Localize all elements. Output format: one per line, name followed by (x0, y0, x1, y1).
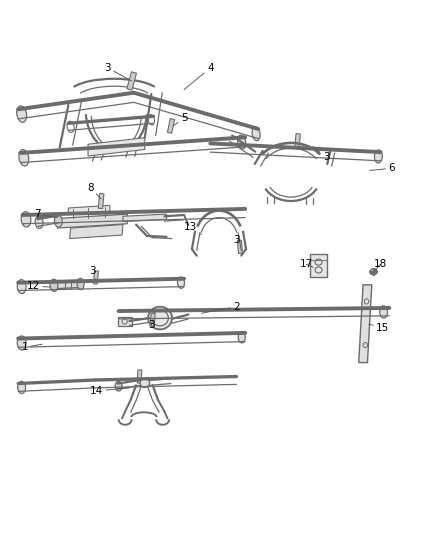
Polygon shape (68, 205, 110, 214)
Polygon shape (123, 214, 166, 222)
Bar (150, 313, 155, 326)
Ellipse shape (238, 332, 245, 343)
Bar (127, 72, 137, 90)
Ellipse shape (18, 381, 25, 393)
Text: 18: 18 (374, 260, 387, 271)
Polygon shape (57, 214, 127, 228)
Ellipse shape (21, 212, 31, 227)
Ellipse shape (140, 379, 150, 387)
Text: 3: 3 (313, 147, 329, 163)
Text: 3: 3 (148, 320, 155, 330)
Ellipse shape (17, 336, 26, 350)
Text: 15: 15 (369, 322, 389, 333)
Polygon shape (359, 285, 372, 362)
Ellipse shape (370, 269, 377, 275)
Ellipse shape (50, 279, 58, 292)
Bar (137, 370, 142, 383)
Ellipse shape (35, 216, 43, 229)
Ellipse shape (148, 306, 172, 329)
Polygon shape (310, 254, 327, 277)
Ellipse shape (380, 306, 388, 318)
Text: 2: 2 (201, 302, 240, 313)
Ellipse shape (374, 150, 382, 163)
Text: 13: 13 (184, 222, 201, 235)
Ellipse shape (19, 150, 29, 166)
Polygon shape (118, 317, 132, 326)
Text: 3: 3 (89, 266, 96, 279)
Ellipse shape (177, 277, 184, 288)
Text: 12: 12 (27, 281, 51, 291)
Bar (237, 240, 243, 254)
Ellipse shape (115, 381, 122, 391)
Polygon shape (53, 280, 81, 289)
Ellipse shape (252, 127, 260, 141)
Text: 6: 6 (370, 163, 395, 173)
Ellipse shape (17, 106, 27, 123)
Text: 7: 7 (35, 209, 57, 219)
Polygon shape (70, 224, 123, 239)
Text: 17: 17 (300, 260, 313, 269)
Bar (295, 134, 300, 148)
Ellipse shape (77, 278, 84, 289)
Bar (98, 193, 104, 208)
Polygon shape (88, 138, 145, 156)
Text: 1: 1 (21, 342, 42, 352)
Text: 5: 5 (173, 113, 187, 126)
Text: 3: 3 (104, 63, 132, 81)
Ellipse shape (54, 215, 62, 227)
Bar (93, 271, 99, 284)
Ellipse shape (17, 280, 26, 294)
Text: 8: 8 (87, 183, 101, 199)
Text: 3: 3 (233, 235, 240, 248)
Bar (167, 119, 175, 133)
Text: 4: 4 (184, 63, 214, 90)
Ellipse shape (238, 135, 246, 149)
Text: 14: 14 (90, 386, 130, 396)
